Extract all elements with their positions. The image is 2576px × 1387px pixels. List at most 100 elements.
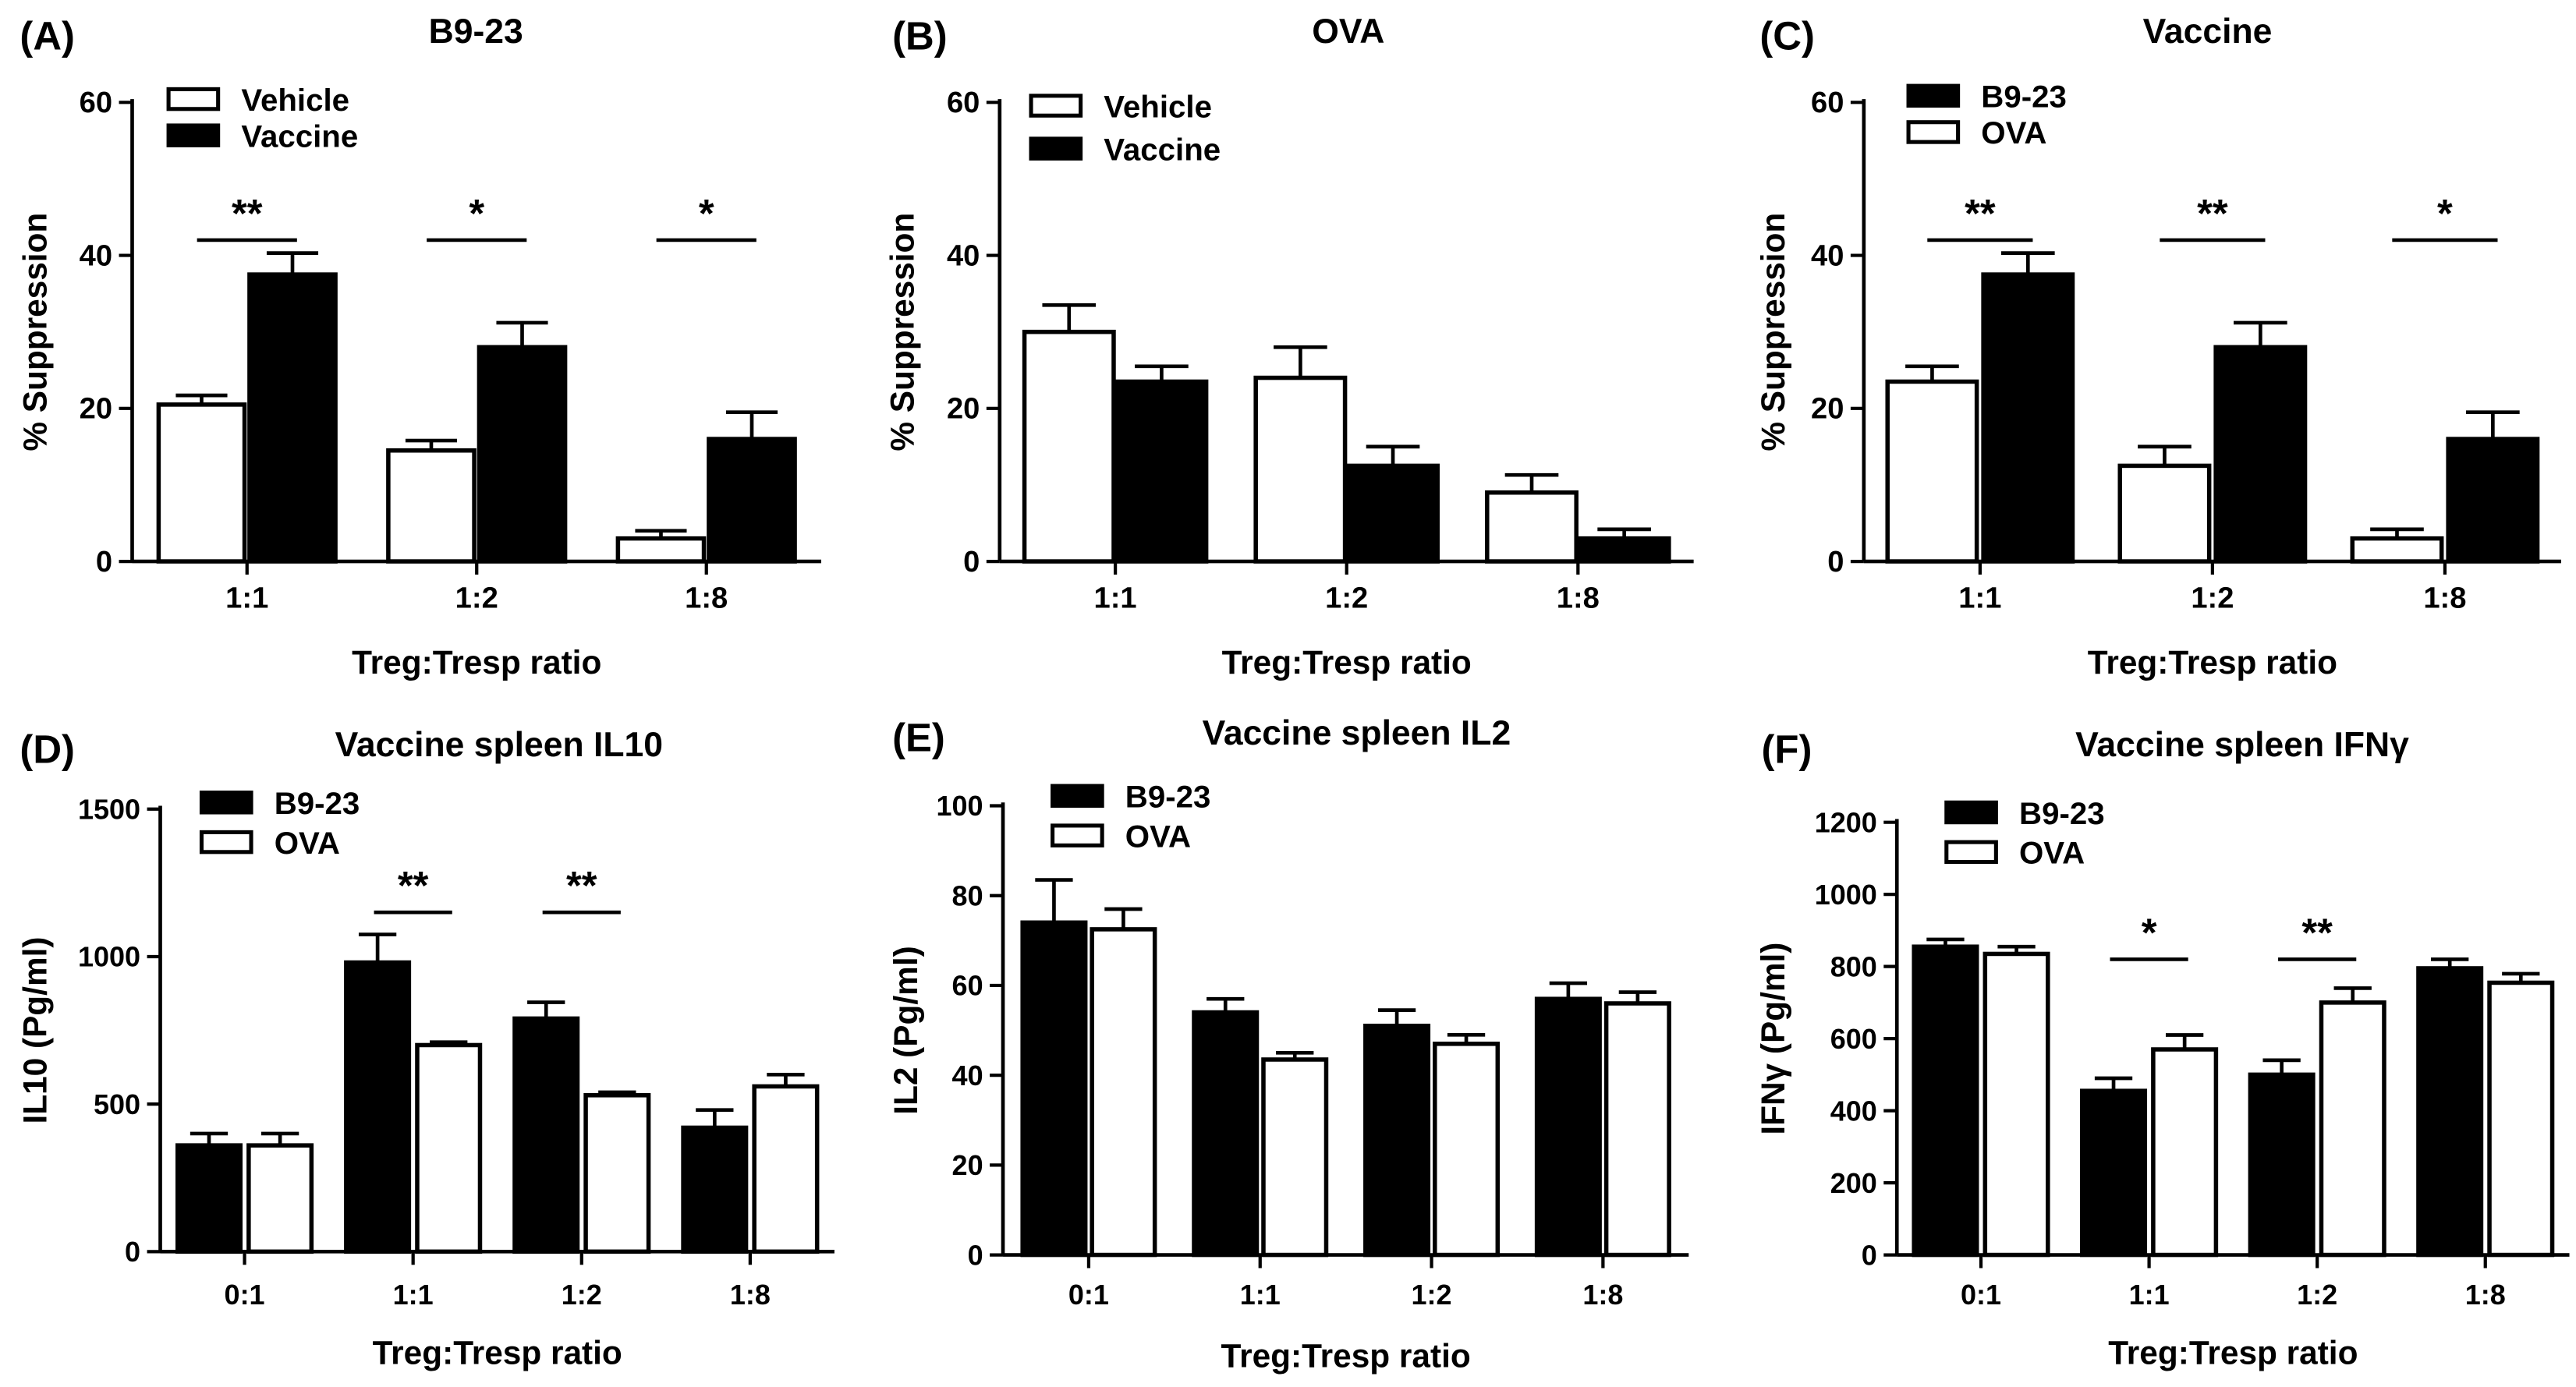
x-category-label: 1:2 xyxy=(1412,1279,1452,1311)
x-axis-label: Treg:Tresp ratio xyxy=(373,1334,622,1371)
significance-stars: * xyxy=(469,191,484,235)
y-tick-label: 60 xyxy=(80,86,112,119)
legend-label: B9-23 xyxy=(1125,780,1211,815)
bar-b9-23 xyxy=(1534,996,1602,1258)
y-tick-label: 60 xyxy=(952,970,983,1002)
bar-ova xyxy=(2117,463,2212,564)
bar-vehicle xyxy=(1485,490,1579,564)
y-axis-label: % Suppression xyxy=(884,213,921,451)
legend-swatch xyxy=(1944,800,1998,825)
legend-swatch xyxy=(199,830,253,854)
bar-ova xyxy=(2319,1000,2386,1258)
y-tick-label: 0 xyxy=(96,545,112,579)
y-tick-label: 40 xyxy=(952,1060,983,1092)
y-tick-label: 1000 xyxy=(78,941,140,973)
bar-ova xyxy=(2350,536,2444,564)
x-category-label: 1:1 xyxy=(1094,581,1137,614)
y-tick-label: 0 xyxy=(1827,545,1844,579)
y-axis-label: IL10 (Pg/ml) xyxy=(16,937,53,1124)
legend-label: Vaccine xyxy=(1104,132,1221,167)
x-axis-label: Treg:Tresp ratio xyxy=(2088,644,2337,681)
panel-label: (E) xyxy=(892,716,945,760)
bar-b9-23 xyxy=(2080,1088,2148,1258)
x-category-label: 1:1 xyxy=(225,581,268,614)
legend-swatch xyxy=(166,123,221,147)
significance-stars: ** xyxy=(2197,191,2228,235)
x-category-label: 0:1 xyxy=(225,1279,265,1311)
x-category-label: 1:2 xyxy=(1325,581,1368,614)
legend-label: OVA xyxy=(2019,836,2085,871)
bar-ova xyxy=(1261,1057,1329,1258)
panel-title: OVA xyxy=(1312,12,1384,51)
y-axis-label: % Suppression xyxy=(1755,213,1791,451)
significance-stars: ** xyxy=(1965,191,1996,235)
bar-ova xyxy=(752,1084,820,1254)
panel-c: (C) Vaccine 0 20 40 60 % Suppression 1:1 1:2 1:8 T… xyxy=(1755,12,2561,681)
y-tick-label: 400 xyxy=(1830,1095,1877,1127)
bar-vaccine xyxy=(477,345,568,564)
bar-vaccine xyxy=(247,272,338,564)
x-category-label: 1:8 xyxy=(1582,1279,1623,1311)
bar-ova xyxy=(1433,1042,1501,1258)
y-tick-label: 60 xyxy=(1811,86,1844,119)
x-axis-label: Treg:Tresp ratio xyxy=(1221,1338,1471,1375)
y-tick-label: 20 xyxy=(952,1149,983,1181)
bar-ova xyxy=(1982,951,2050,1258)
y-tick-label: 80 xyxy=(952,879,983,911)
bar-b9-23 xyxy=(2213,345,2308,564)
x-category-label: 0:1 xyxy=(1068,1279,1109,1311)
panel-label: (B) xyxy=(892,14,948,58)
y-axis-label: % Suppression xyxy=(16,213,53,451)
y-tick-label: 200 xyxy=(1830,1167,1877,1199)
significance-stars: * xyxy=(699,191,714,235)
bar-b9-23 xyxy=(2446,437,2540,564)
bar-b9-23 xyxy=(512,1016,580,1254)
x-category-label: 1:2 xyxy=(455,581,498,614)
panel-f: (F) Vaccine spleen IFNγ 0 200 400 600 800 1000 1… xyxy=(1755,726,2570,1371)
legend-swatch xyxy=(1029,94,1083,118)
bar-ova xyxy=(246,1143,314,1254)
legend-label: Vehicle xyxy=(1104,89,1212,124)
bar-b9-23 xyxy=(175,1143,243,1254)
panel-label: (A) xyxy=(19,14,75,58)
bar-vehicle xyxy=(1022,329,1116,564)
panel-title: Vaccine xyxy=(2143,12,2273,51)
y-tick-label: 100 xyxy=(937,790,983,822)
x-category-label: 1:8 xyxy=(730,1279,771,1311)
x-category-label: 0:1 xyxy=(1961,1279,2001,1311)
legend-label: B9-23 xyxy=(1981,80,2067,115)
x-category-label: 1:2 xyxy=(2191,581,2234,614)
bar-vehicle xyxy=(615,536,707,564)
x-category-label: 1:1 xyxy=(393,1279,434,1311)
legend-label: Vehicle xyxy=(241,83,349,118)
bar-b9-23 xyxy=(1363,1024,1431,1258)
panel-e: (E) Vaccine spleen IL2 0 20 40 60 80 100 IL2 (Pg… xyxy=(888,714,1689,1375)
bar-b9-23 xyxy=(681,1125,749,1254)
bar-ova xyxy=(1090,927,1157,1258)
significance-stars: ** xyxy=(566,863,597,908)
panel-title: Vaccine spleen IL2 xyxy=(1203,714,1511,752)
panel-title: B9-23 xyxy=(429,12,523,51)
legend-swatch xyxy=(1906,120,1961,144)
y-axis-label: IL2 (Pg/ml) xyxy=(888,946,924,1114)
x-category-label: 1:8 xyxy=(2465,1279,2506,1311)
bar-b9-23 xyxy=(1020,920,1088,1258)
x-category-label: 1:2 xyxy=(2297,1279,2337,1311)
x-category-label: 1:1 xyxy=(2129,1279,2170,1311)
panel-d: (D) Vaccine spleen IL10 0 500 1000 1500 IL10 (… xyxy=(16,726,834,1371)
y-tick-label: 0 xyxy=(968,1239,983,1271)
y-tick-label: 60 xyxy=(947,86,980,119)
bar-b9-23 xyxy=(344,960,412,1254)
legend-swatch xyxy=(1051,823,1104,847)
bar-b9-23 xyxy=(2248,1072,2316,1258)
bar-ova xyxy=(1603,1001,1671,1258)
panel-title: Vaccine spleen IL10 xyxy=(335,726,663,764)
y-tick-label: 0 xyxy=(125,1236,140,1268)
x-axis-label: Treg:Tresp ratio xyxy=(1222,644,1472,681)
x-axis-label: Treg:Tresp ratio xyxy=(352,644,601,681)
legend-label: Vaccine xyxy=(241,119,358,154)
significance-stars: ** xyxy=(2301,910,2333,954)
y-tick-label: 40 xyxy=(947,239,980,272)
legend-swatch xyxy=(1944,840,1998,865)
